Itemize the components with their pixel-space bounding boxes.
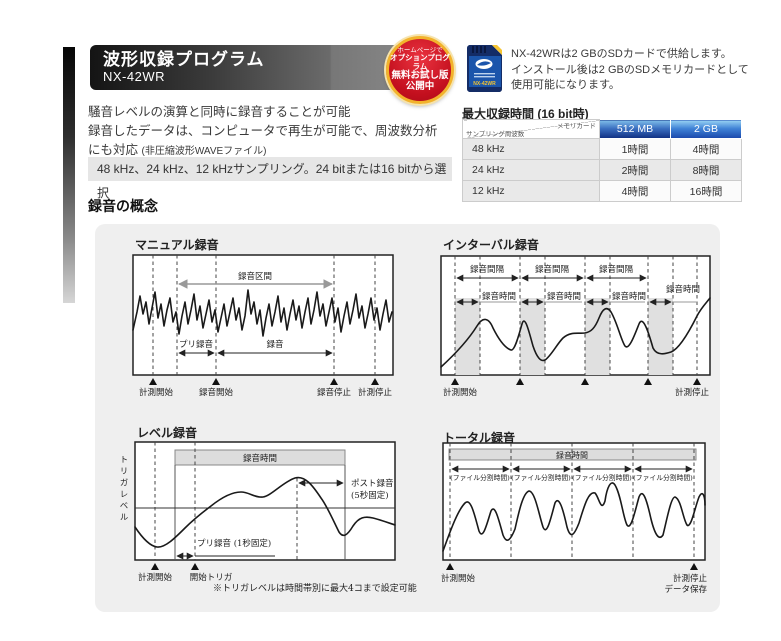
interval-label: 録音間隔 <box>535 264 570 275</box>
sd-line-2: インストール後は2 GBのSDメモリカードとして <box>511 63 749 76</box>
marker-label: 計測開始 <box>139 387 174 398</box>
time-label: 録音時間 <box>612 291 646 302</box>
total-diagram-title: トータル録音 <box>443 431 516 445</box>
row-label: 12 kHz <box>462 180 600 202</box>
sd-line-3: 使用可能になります。 <box>511 79 620 91</box>
file-split-label: (ファイル分割時間) <box>511 473 571 482</box>
level-diagram-title: レベル録音 <box>137 426 198 440</box>
marker-label: 計測停止 <box>673 573 708 584</box>
post-record-label: ポスト録音 <box>351 478 394 489</box>
corner-memory-label: メモリカード <box>557 123 596 130</box>
interval-diagram-title: インターバル録音 <box>443 238 539 252</box>
time-label: 録音時間 <box>547 291 581 302</box>
intro-line-1: 騒音レベルの演算と同時に録音することが可能 <box>88 105 351 119</box>
col-header-512mb: 512 MB <box>599 119 671 139</box>
left-accent-strip <box>63 47 75 303</box>
bar-label: 録音時間 <box>243 453 277 464</box>
marker-label: 計測開始 <box>441 573 476 584</box>
sd-line-1: NX-42WRは2 GBのSDカードで供給します。 <box>511 48 732 60</box>
table-row: 12 kHz 4時間 16時間 <box>462 180 742 202</box>
interval-recording-diagram: 録音間隔 録音間隔 録音間隔 録音時間 録音時間 録音時間 録音時間 計測開始 … <box>440 255 711 398</box>
interval-label: 録音間隔 <box>599 264 634 275</box>
table-row: 24 kHz 2時間 8時間 <box>462 159 742 181</box>
marker-label: 録音開始 <box>199 387 234 398</box>
intro-text: 騒音レベルの演算と同時に録音することが可能 録音したデータは、コンピュータで再生… <box>88 103 463 161</box>
product-title: 波形収録プログラム <box>103 50 265 69</box>
badge-line: オプションプログラム <box>390 53 450 71</box>
file-split-label: (ファイル分割時間) <box>633 473 693 482</box>
marker-label: 計測停止 <box>358 387 393 398</box>
row-value: 1時間 <box>599 138 671 160</box>
time-label: 録音時間 <box>482 291 516 302</box>
sd-card-icon: NX-42WR <box>466 44 503 98</box>
record-label: 録音 <box>266 339 284 350</box>
section-title: 録音の概念 <box>88 198 158 214</box>
marker-label: 計測開始 <box>443 387 478 398</box>
free-trial-badge: ホームページで オプションプログラム 無料お試し版 公開中 <box>386 36 454 104</box>
recording-concept-panel: マニュアル録音 録音区間 プリ録音 録音 計測開始 録音開始 録音停止 計測停止… <box>95 224 720 612</box>
product-model: NX-42WR <box>103 69 166 84</box>
row-label: 24 kHz <box>462 159 600 181</box>
table-corner-cell: メモリカード サンプリング周波数 <box>462 119 600 139</box>
post-record-note: (5秒固定) <box>351 490 389 501</box>
interval-waveform <box>440 297 711 368</box>
row-label: 48 kHz <box>462 138 600 160</box>
pre-record-label: プリ録音 <box>179 339 214 350</box>
corner-sampling-label: サンプリング周波数 <box>466 131 525 138</box>
manual-diagram-title: マニュアル録音 <box>135 238 219 252</box>
manual-waveform <box>132 289 393 337</box>
intro-line-2: 録音したデータは、コンピュータで再生が可能で、周波数分析 <box>88 124 438 138</box>
sd-card-label: NX-42WR <box>473 81 496 87</box>
trigger-level-axis-label: トリガレベル <box>118 455 128 524</box>
level-waveform <box>134 476 396 548</box>
bar-label: 録音時間 <box>556 450 588 460</box>
marker-label: 録音停止 <box>317 387 352 398</box>
badge-line: ホームページで <box>397 46 443 54</box>
trigger-level-note: ※トリガレベルは時間帯別に最大4コまで設定可能 <box>213 584 417 594</box>
row-value: 4時間 <box>670 138 742 160</box>
recording-time-table: メモリカード サンプリング周波数 512 MB 2 GB 48 kHz 1時間 … <box>462 119 742 202</box>
row-value: 8時間 <box>670 159 742 181</box>
sd-description: NX-42WRは2 GBのSDカードで供給します。 インストール後は2 GBのS… <box>511 47 749 94</box>
intro-line-3: にも対応 (非圧縮波形WAVEファイル) <box>88 143 267 157</box>
level-recording-diagram: 録音時間 ポスト録音 (5秒固定) プリ録音 (1秒固定) 計測開始 開始トリガ <box>134 441 396 583</box>
recording-span-label: 録音区間 <box>238 271 272 282</box>
table-row: 48 kHz 1時間 4時間 <box>462 138 742 160</box>
col-header-2gb: 2 GB <box>670 119 742 139</box>
pre-record-label: プリ録音 (1秒固定) <box>197 538 271 549</box>
row-value: 4時間 <box>599 180 671 202</box>
total-waveform <box>442 482 706 552</box>
product-header: 波形収録プログラム NX-42WR <box>90 45 443 90</box>
badge-line: 無料お試し版 <box>391 70 449 82</box>
manual-recording-diagram: 録音区間 プリ録音 録音 計測開始 録音開始 録音停止 計測停止 <box>132 254 394 398</box>
time-label: 録音時間 <box>666 284 700 295</box>
marker-label: 開始トリガ <box>190 572 233 583</box>
intro-note: (非圧縮波形WAVEファイル) <box>141 146 267 157</box>
file-split-label: (ファイル分割時間) <box>450 473 510 482</box>
badge-line: 公開中 <box>405 81 435 93</box>
interval-label: 録音間隔 <box>470 264 505 275</box>
total-recording-diagram: 録音時間 (ファイル分割時間) (ファイル分割時間) (ファイル分割時間) (フ… <box>441 442 708 595</box>
row-value: 16時間 <box>670 180 742 202</box>
table-title: 最大収録時間 (16 bit時) <box>462 107 589 121</box>
sampling-highlight-box: 48 kHz、24 kHz、12 kHzサンプリング。24 bitまたは16 b… <box>88 157 452 200</box>
marker-label: 計測停止 <box>675 387 710 398</box>
row-value: 2時間 <box>599 159 671 181</box>
marker-label: 計測開始 <box>138 572 173 583</box>
file-split-label: (ファイル分割時間) <box>572 473 632 482</box>
marker-label: データ保存 <box>664 584 707 595</box>
